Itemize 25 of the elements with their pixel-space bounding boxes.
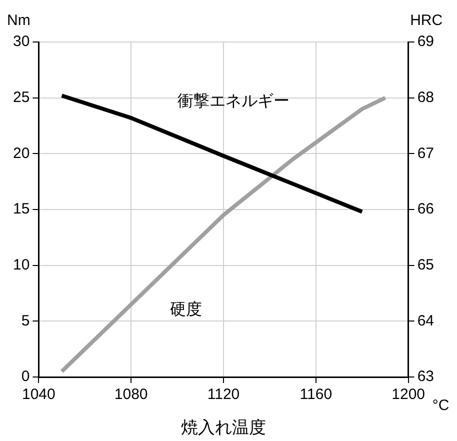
y-tick-label: 15 <box>12 200 30 218</box>
y2-tick-label: 63 <box>417 368 434 386</box>
y-tick-label: 5 <box>21 312 30 330</box>
y-tick-label: 25 <box>12 88 30 106</box>
x-tick-label: 1200 <box>392 386 426 404</box>
y2-tick-label: 65 <box>417 256 434 274</box>
x-axis-title: 焼入れ温度 <box>181 418 266 437</box>
y2-tick-label: 69 <box>417 33 434 50</box>
y2-tick-label: 64 <box>417 312 434 330</box>
y-tick-label: 30 <box>12 33 30 50</box>
x-tick-label: 1040 <box>22 386 56 404</box>
y-tick-label: 20 <box>12 144 30 162</box>
y2-tick-label: 68 <box>417 88 434 106</box>
x-tick-label: 1120 <box>207 386 240 404</box>
x-tick-label: 1160 <box>300 386 332 404</box>
series-label: 衝撃エネルギー <box>178 92 290 110</box>
y-tick-label: 10 <box>12 256 30 274</box>
y-tick-label: 0 <box>21 368 30 386</box>
y2-tick-label: 67 <box>417 144 434 162</box>
text: °C <box>432 397 450 414</box>
series-label: 硬度 <box>170 300 202 318</box>
x-tick-label: 1080 <box>114 386 148 404</box>
y2-axis-title: HRC <box>410 12 443 29</box>
y2-tick-label: 66 <box>417 200 434 218</box>
y-axis-title: Nm <box>7 12 30 29</box>
